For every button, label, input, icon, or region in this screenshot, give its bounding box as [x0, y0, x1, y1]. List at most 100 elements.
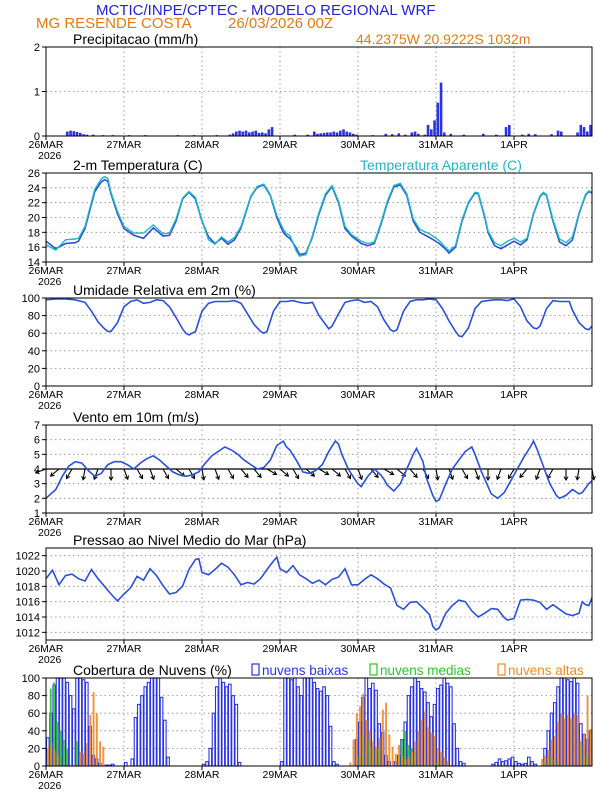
wind-vector-head [81, 475, 87, 481]
x-year-label: 2026 [38, 150, 62, 162]
y-tick-label: 40 [28, 726, 40, 738]
cloud-bar-medias [400, 739, 403, 766]
precip-bar [231, 133, 235, 136]
wind-vector [508, 468, 515, 479]
series-line [45, 439, 593, 503]
precip-bar [326, 132, 329, 136]
precip-bar [264, 133, 267, 136]
x-tick-label: 28MAR [184, 265, 219, 277]
cloud-bar-altas [365, 720, 368, 766]
y-tick-label: 100 [22, 293, 40, 305]
wind-vector-head [49, 472, 55, 477]
cloud-bar-low [140, 695, 144, 767]
precip-bar [75, 131, 79, 136]
x-tick-label: 28MAR [184, 769, 219, 781]
wind-vector [214, 468, 220, 480]
y-tick-label: 0 [34, 381, 40, 393]
cloud-bar-medias [407, 744, 410, 766]
cloud-bar-altas [583, 734, 586, 766]
cloud-bar-altas [368, 730, 371, 766]
precip-bar [332, 131, 336, 136]
series-line [45, 178, 593, 256]
x-tick-label: 27MAR [106, 643, 141, 655]
wind-vector-head [200, 475, 206, 481]
y-tick-label: 1 [34, 87, 40, 99]
page-title: MCTIC/INPE/CPTEC - MODELO REGIONAL WRF [96, 2, 435, 19]
cloud-bar-altas [411, 751, 414, 766]
precip-bar [270, 127, 274, 136]
x-tick-label: 26MAR [28, 769, 63, 781]
panel-rh [42, 297, 593, 390]
wind-vector [123, 468, 129, 480]
precip-bar [576, 132, 579, 136]
wind-vector [461, 468, 468, 479]
cloud-bar-altas [391, 746, 394, 766]
wind-vector [409, 468, 418, 478]
series-line [45, 175, 593, 257]
y-tick-label: 2 [34, 493, 40, 505]
cloud-bar-altas [352, 739, 355, 766]
wind-vector [318, 468, 329, 475]
y-tick-label: 60 [28, 328, 40, 340]
precip-bar [439, 82, 443, 136]
cloud-bar-altas [446, 760, 449, 766]
x-tick-label: 26MAR [28, 265, 63, 277]
wind-vector [149, 468, 155, 480]
x-tick-label: 1APR [500, 769, 528, 781]
cloud-bar-low [318, 690, 323, 767]
cloud-bar-low [328, 725, 333, 767]
cloud-bar-altas [437, 748, 440, 766]
x-year-label: 2026 [38, 400, 62, 412]
wind-vector [547, 468, 554, 479]
precip-bar [534, 134, 537, 136]
cloud-bar-altas [398, 744, 401, 766]
wind-vector-head [519, 473, 524, 479]
wind-vector [136, 468, 143, 479]
cloud-bar-low [302, 677, 307, 767]
x-tick-label: 1APR [500, 389, 528, 401]
wind-vector-head [65, 474, 71, 480]
cloud-bar-medias [404, 730, 406, 766]
cloud-bar-altas [375, 746, 378, 766]
wind-vector-head [244, 473, 249, 479]
cloud-bar-low [81, 679, 86, 767]
x-tick-label: 29MAR [262, 769, 297, 781]
wind-vector [201, 468, 205, 480]
cloud-bar-altas [417, 730, 420, 766]
cloud-bar-low [68, 695, 73, 767]
precip-bar [391, 134, 394, 136]
cloud-bar-low [133, 717, 138, 767]
x-tick-label: 1APR [500, 516, 528, 528]
wind-vector [383, 468, 394, 475]
x-tick-label: 31MAR [418, 769, 453, 781]
cloud-bar-altas [381, 709, 384, 766]
wind-vector-head [92, 475, 98, 481]
y-tick-label: 20 [28, 363, 40, 375]
cloud-bar-altas [56, 755, 59, 766]
cloud-bar-low [289, 679, 294, 767]
cloud-bar-altas [550, 739, 553, 766]
cloud-bar-low [224, 686, 229, 767]
y-tick-label: 0 [34, 131, 40, 143]
precip-bar [560, 131, 563, 136]
x-tick-label: 30MAR [340, 389, 375, 401]
panel-title: Pressao ao Nivel Medio do Mar (hPa) [73, 532, 306, 548]
panel-frame [45, 677, 593, 767]
precip-bar [293, 134, 297, 136]
wind-vector-head [324, 470, 330, 476]
cloud-bar-low [331, 761, 336, 767]
wind-vector-head [336, 472, 342, 477]
cloud-bar-low [497, 758, 502, 767]
cloud-bar-altas [563, 718, 566, 766]
x-tick-label: 31MAR [418, 389, 453, 401]
wind-vector-head [150, 475, 156, 481]
precip-bar [342, 129, 345, 136]
panel-title: 2-m Temperatura (C) [73, 157, 203, 173]
precip-bar [228, 134, 232, 136]
wind-vector-head [284, 472, 290, 477]
wind-vector [496, 468, 502, 480]
y-tick-label: 3 [34, 479, 40, 491]
wind-vector-head [389, 470, 395, 476]
cloud-bar-altas [89, 714, 92, 766]
wind-vector [279, 468, 289, 477]
